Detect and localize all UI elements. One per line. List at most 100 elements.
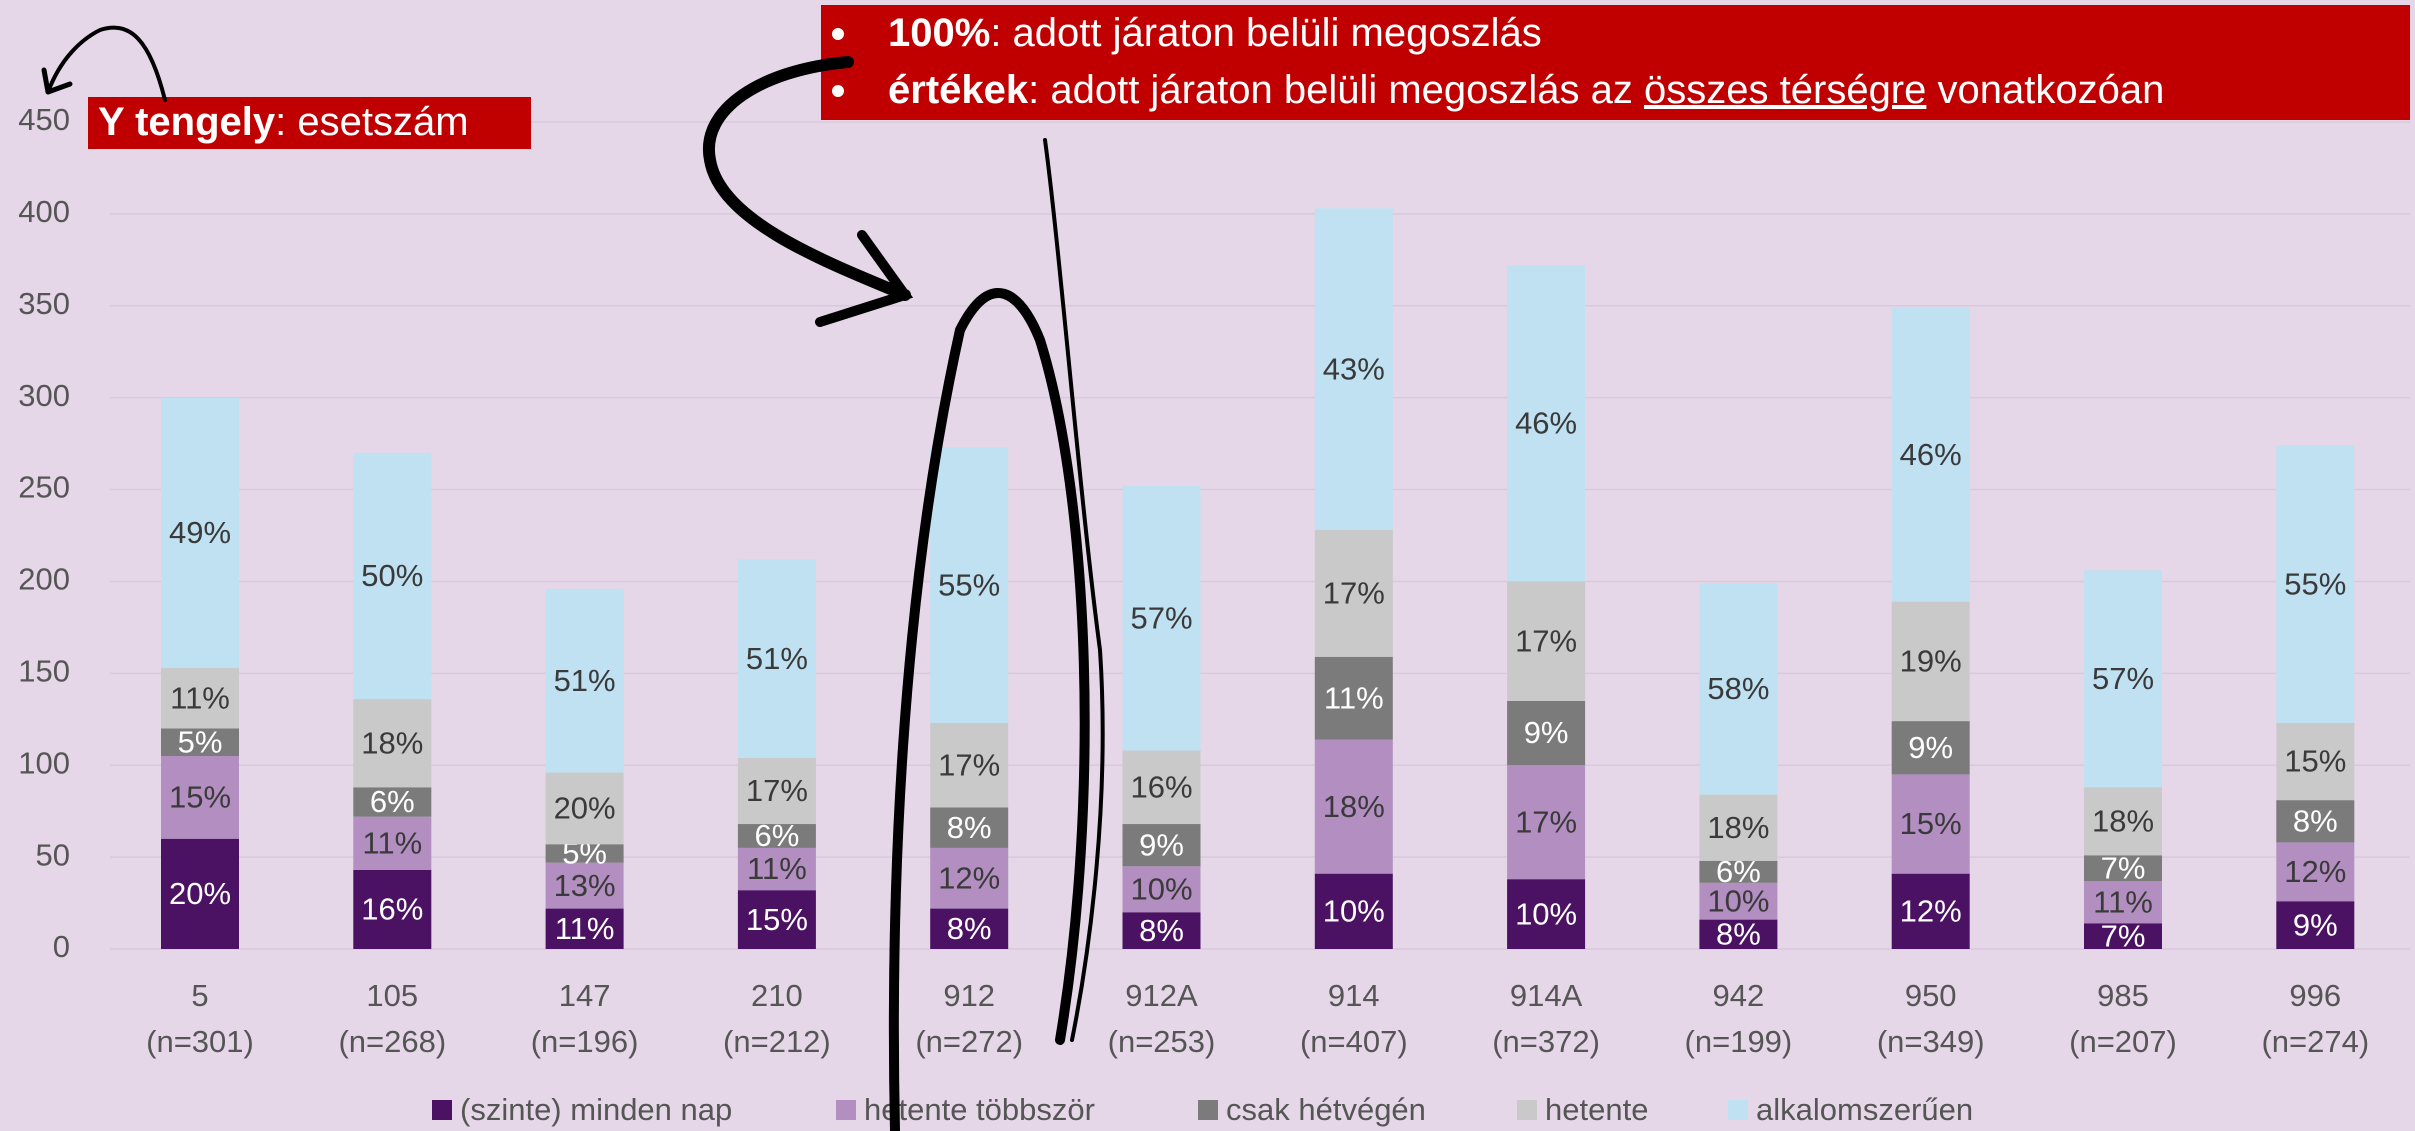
bar-segment: [1699, 583, 1778, 795]
data-label: 15%: [2284, 744, 2346, 779]
data-label: 5%: [178, 724, 223, 759]
data-label: 18%: [1707, 810, 1769, 845]
bar-segment: [737, 847, 816, 891]
bar-segment: [737, 559, 816, 758]
bar-segment: [161, 667, 239, 729]
data-label: 11%: [2093, 884, 2153, 919]
bar-segment: [545, 862, 624, 909]
data-label: 9%: [1908, 730, 1953, 765]
data-label: 18%: [1323, 789, 1385, 824]
bar-segment: [353, 699, 432, 788]
x-tick-label: 950: [1905, 978, 1957, 1013]
y-tick-label: 200: [18, 562, 70, 597]
hand-arrow: [702, 56, 911, 301]
bar-segment: [737, 824, 816, 848]
bar-segment: [2084, 923, 2162, 949]
data-label: 10%: [1130, 871, 1192, 906]
bar-segment: [545, 588, 624, 773]
data-label: 46%: [1515, 406, 1577, 441]
x-tick-label: (n=207): [2069, 1024, 2177, 1059]
bar-segment: [2084, 881, 2162, 924]
data-label: 7%: [2101, 850, 2146, 885]
axis-note-bold: Y tengely: [98, 100, 276, 144]
data-label: 11%: [362, 826, 422, 861]
bar-segment: [353, 787, 432, 817]
data-label: 12%: [1900, 894, 1962, 929]
data-label: 10%: [1707, 883, 1769, 918]
bar-segment: [1891, 601, 1970, 722]
bar-segment: [1699, 794, 1778, 861]
y-tick-label: 250: [18, 470, 70, 505]
data-label: 20%: [554, 791, 616, 826]
x-tick-label: (n=196): [531, 1024, 639, 1059]
data-label: 55%: [2284, 566, 2346, 601]
bar-segment: [161, 756, 239, 839]
data-label: 8%: [947, 911, 992, 946]
bar-segment: [2276, 800, 2355, 843]
bar-segment: [1891, 721, 1970, 775]
data-label: 16%: [1130, 769, 1192, 804]
note-line: 100%: adott járaton belüli megoszlás: [888, 11, 1542, 55]
data-label: 19%: [1900, 644, 1962, 679]
bar-segment: [1507, 879, 1586, 949]
bar-segment: [2276, 842, 2355, 902]
data-label: 58%: [1707, 671, 1769, 706]
bar-segment: [737, 757, 816, 825]
x-tick-label: (n=301): [146, 1024, 254, 1059]
bar-segment: [930, 807, 1009, 848]
bar-segment: [1507, 581, 1586, 701]
note-text: : adott járaton belüli megoszlás: [990, 11, 1541, 55]
data-label: 51%: [554, 663, 616, 698]
hand-arrow: [46, 25, 167, 102]
bar-segment: [1314, 873, 1393, 949]
data-label: 57%: [1130, 600, 1192, 635]
bar-segment: [1122, 866, 1201, 913]
bar-segment: [930, 447, 1009, 723]
data-label: 20%: [169, 876, 231, 911]
data-label: 8%: [947, 810, 992, 845]
bar-segment: [930, 908, 1009, 949]
x-tick-label: 912A: [1125, 978, 1198, 1013]
plot-area: 0 50 100 150 200 250 300 350 400 450 5 (n=301) 20% 15…: [18, 102, 2410, 1127]
bar-segment: [1699, 882, 1778, 920]
hand-loop: [888, 288, 1090, 1131]
data-label: 17%: [938, 747, 1000, 782]
x-tick-label: (n=407): [1300, 1024, 1408, 1059]
note-bold: 100%: [888, 11, 990, 55]
x-tick-label: 914A: [1510, 978, 1583, 1013]
note-underline: összes térségre: [1644, 68, 1926, 112]
x-tick-label: 105: [366, 978, 418, 1013]
data-label: 10%: [1323, 894, 1385, 929]
bar-segment: [2084, 570, 2162, 788]
data-label: 8%: [2293, 803, 2338, 838]
data-label: 9%: [2293, 907, 2338, 942]
legend-label: alkalomszerűen: [1756, 1092, 1973, 1127]
data-label: 8%: [1139, 913, 1184, 948]
data-label: 15%: [746, 902, 808, 937]
data-label: 8%: [1716, 916, 1761, 951]
legend-swatch: [432, 1100, 452, 1120]
bar-segment: [1122, 750, 1201, 825]
bar-segment: [2276, 901, 2355, 949]
x-tick-label: (n=268): [338, 1024, 446, 1059]
note-text: vonatkozóan: [1926, 68, 2164, 112]
x-tick-label: 914: [1328, 978, 1380, 1013]
bar-segment: [161, 838, 239, 949]
x-tick-label: (n=349): [1877, 1024, 1985, 1059]
bar-segment: [161, 397, 239, 668]
legend-swatch: [1728, 1100, 1748, 1120]
data-label: 9%: [1139, 827, 1184, 862]
y-tick-label: 450: [18, 102, 70, 137]
hand-drawing: [41, 25, 1105, 1131]
axis-note-box: [88, 97, 531, 149]
x-tick-label: (n=199): [1685, 1024, 1793, 1059]
data-label: 15%: [169, 780, 231, 815]
x-tick-label: (n=272): [915, 1024, 1023, 1059]
y-tick-label: 300: [18, 378, 70, 413]
data-label: 6%: [370, 784, 415, 819]
data-label: 11%: [1324, 680, 1384, 715]
bar-segment: [1891, 307, 1970, 602]
axis-note-text: : esetszám: [275, 100, 468, 144]
note-box: [821, 5, 2410, 120]
bar-segment: [353, 816, 432, 870]
